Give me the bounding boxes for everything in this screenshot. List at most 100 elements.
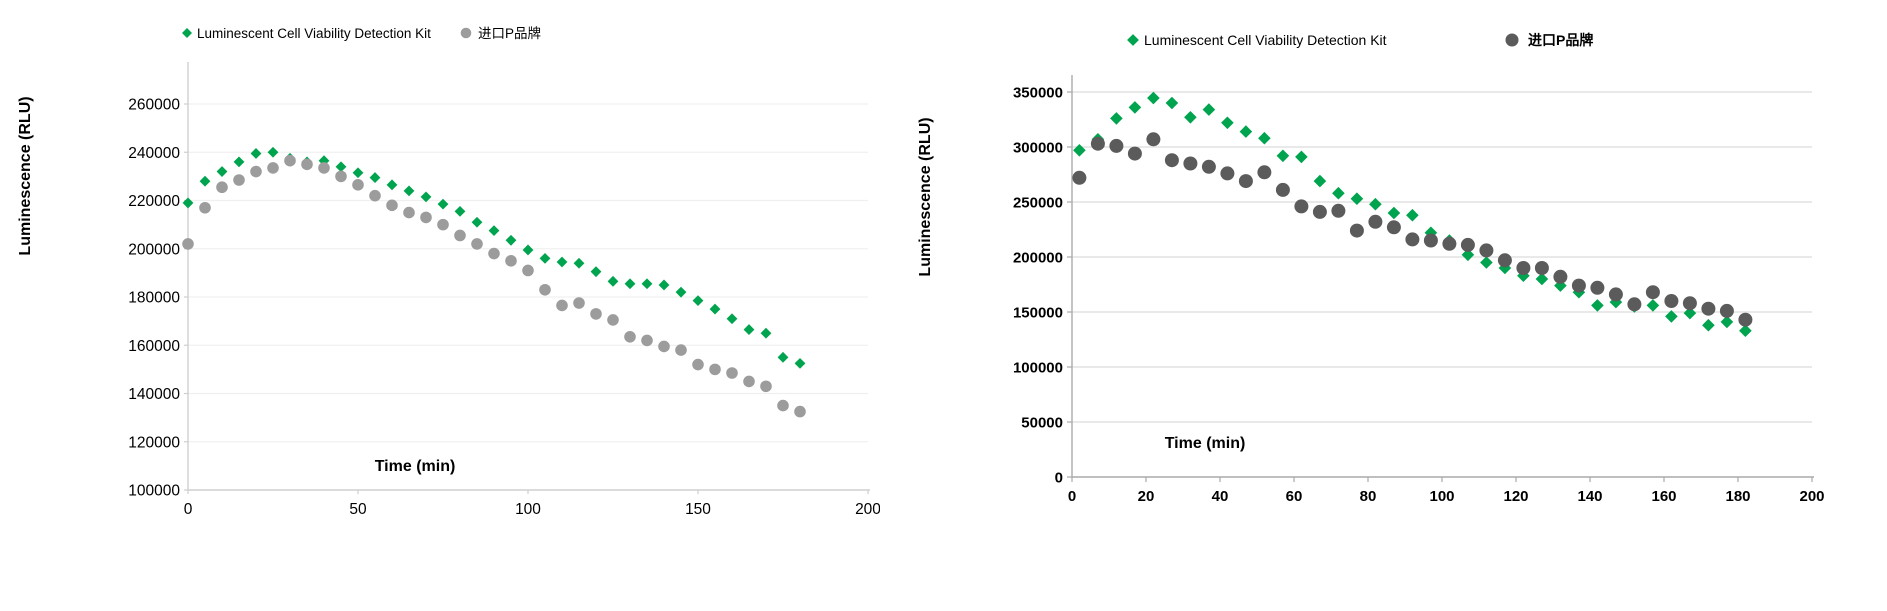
data-point-brand-p [709,363,721,376]
data-point-kit [1591,299,1604,312]
data-point-kit [675,286,687,298]
data-point-kit [352,167,364,179]
data-point-kit [403,185,415,197]
x-tick-label: 140 [1577,488,1602,505]
data-point-brand-p [437,218,449,231]
scatter-plot-svg: 100000 120000 140000 160000 180000 200000 2200… [17,25,881,518]
data-point-kit [420,191,432,203]
y-tick-label: 160000 [128,338,180,355]
data-point-kit [641,278,653,290]
data-point-brand-p [641,334,653,347]
data-point-brand-p [1738,312,1753,327]
data-point-brand-p [1479,243,1494,258]
y-tick-label: 200000 [1013,250,1063,267]
data-point-brand-p [1719,303,1734,318]
y-tick-label: 260000 [128,97,180,114]
y-tick-label: 200000 [128,241,180,258]
data-point-brand-p [1423,233,1438,248]
data-point-kit [1258,131,1271,145]
data-point-kit [522,244,534,256]
data-point-kit [777,351,789,363]
data-point-brand-p [267,162,279,174]
data-point-brand-p [284,154,296,167]
data-point-brand-p [1627,297,1642,312]
data-point-kit [1369,197,1382,211]
data-point-kit [539,253,551,264]
y-axis-title: Luminescence (RLU) [17,96,34,255]
data-point-brand-p [1275,182,1290,197]
data-point-kit [1276,149,1290,163]
legend-label: Luminescent Cell Viability Detection Kit [1144,32,1387,48]
x-tick-label: 160 [1651,488,1676,505]
data-point-brand-p [318,162,330,174]
x-tick-label: 50 [349,501,367,518]
data-point-kit [369,172,381,183]
legend-label: 进口P品牌 [1528,32,1593,48]
data-point-kit [1461,248,1475,262]
data-point-brand-p [1109,138,1124,153]
data-point-brand-p [794,405,806,418]
data-point-brand-p [675,344,687,356]
data-point-kit [692,295,704,307]
data-point-brand-p [1331,203,1346,218]
data-point-brand-p [250,165,262,178]
x-tick-label: 100 [1429,488,1454,505]
legend-marker-circle-icon [1505,33,1519,47]
y-tick-label: 50000 [1021,415,1063,432]
data-point-kit [1665,310,1678,323]
data-point-brand-p [573,297,585,309]
x-tick-label: 40 [1212,488,1229,505]
x-tick-label: 200 [855,501,880,518]
y-tick-label: 150000 [1013,305,1063,322]
data-point-kit [233,156,245,168]
y-tick-label: 140000 [128,386,180,403]
data-point-kit [726,313,738,325]
data-point-brand-p [1571,278,1586,293]
y-tick-label: 250000 [1013,195,1063,212]
data-point-kit [1350,192,1364,205]
data-point-kit [216,166,228,177]
data-point-brand-p [539,283,551,296]
chart-right-luminescence-vs-time: 0 50000 100000 150000 200000 250000 300000 3500… [880,0,1887,611]
data-point-brand-p [1164,153,1179,168]
data-point-brand-p [1257,165,1272,180]
data-point-kit [1110,112,1123,125]
chart-left-luminescence-vs-time: 100000 120000 140000 160000 180000 200000 2200… [0,0,881,611]
data-point-kit [760,327,772,339]
data-point-brand-p [1294,199,1309,214]
data-point-brand-p [471,238,483,250]
data-point-brand-p [1146,132,1161,147]
data-point-brand-p [1664,294,1679,308]
data-point-kit [607,275,619,287]
data-point-brand-p [1701,301,1716,316]
data-point-kit [1128,101,1142,114]
data-point-brand-p [199,201,211,214]
data-point-kit [590,266,602,278]
data-point-kit [658,279,670,291]
data-point-kit [1480,256,1493,269]
data-point-brand-p [488,247,500,260]
data-point-brand-p [420,211,432,224]
y-tick-label: 100000 [1013,360,1063,377]
data-point-kit [1406,208,1419,222]
data-point-kit [505,234,517,246]
data-point-brand-p [386,199,398,212]
data-point-kit [454,205,466,217]
data-point-kit [1387,206,1401,220]
data-point-brand-p [760,380,772,393]
data-point-brand-p [624,331,636,343]
x-tick-label: 20 [1138,488,1155,505]
data-point-kit [1535,272,1549,286]
data-point-brand-p [1442,236,1457,251]
data-point-kit [1184,111,1197,124]
data-point-kit [199,175,211,187]
data-point-brand-p [182,238,194,250]
data-point-brand-p [522,264,534,277]
data-point-kit [267,146,279,158]
data-point-brand-p [1534,261,1549,275]
data-point-brand-p [352,179,364,191]
data-point-kit [471,216,483,228]
x-tick-label: 180 [1725,488,1750,505]
legend-label: Luminescent Cell Viability Detection Kit [197,26,431,41]
